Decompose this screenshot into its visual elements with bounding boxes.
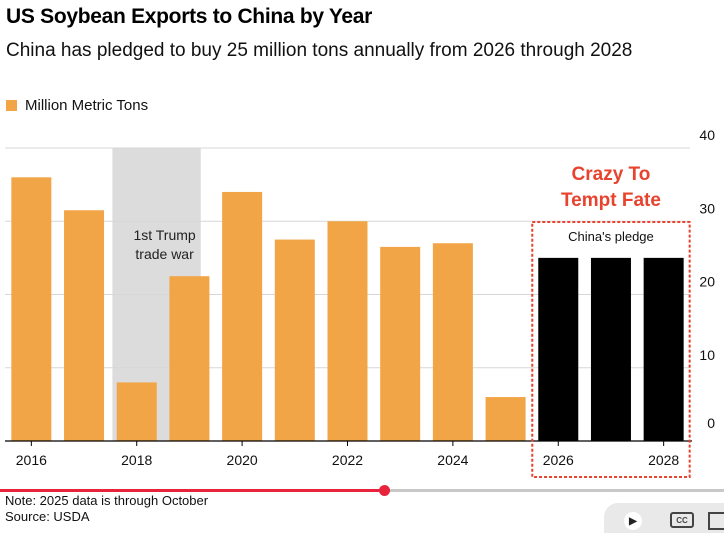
bar <box>64 210 105 441</box>
x-tick-label: 2020 <box>227 452 258 468</box>
x-tick-label: 2016 <box>16 452 47 468</box>
bar <box>485 397 526 441</box>
x-tick-label: 2028 <box>648 452 679 468</box>
x-tick-label: 2018 <box>121 452 152 468</box>
bar <box>169 276 210 441</box>
video-progress-fill <box>0 489 384 492</box>
bar <box>116 382 157 441</box>
bar <box>538 257 579 441</box>
fullscreen-icon[interactable] <box>708 512 724 530</box>
video-scrubber-handle[interactable] <box>378 485 390 496</box>
video-progress-bar[interactable] <box>0 485 724 496</box>
video-controls: ▶ CC <box>604 503 724 533</box>
chart-title: US Soybean Exports to China by Year <box>6 5 373 28</box>
bar-chart: 1st Trump trade war 0 10 20 30 40 2016 2018 2020 2… <box>5 127 715 478</box>
trade-war-label: trade war <box>135 246 194 262</box>
pledge-label: China's pledge <box>568 229 654 244</box>
bar <box>590 257 631 441</box>
bar <box>643 257 684 441</box>
bar <box>11 177 52 442</box>
callout-text: Crazy To <box>572 164 651 185</box>
legend-swatch <box>6 100 17 111</box>
pledge-highlight-box <box>531 221 691 478</box>
legend: Million Metric Tons <box>6 97 148 114</box>
bar <box>432 243 473 441</box>
y-tick-label: 40 <box>699 127 715 143</box>
y-tick-label: 20 <box>699 274 715 290</box>
chart-source: Source: USDA <box>5 509 90 524</box>
x-tick-label: 2022 <box>332 452 363 468</box>
y-tick-label: 0 <box>707 415 715 431</box>
legend-label: Million Metric Tons <box>25 97 149 114</box>
bar <box>274 239 315 441</box>
bar <box>380 246 421 441</box>
x-tick-label: 2024 <box>437 452 468 468</box>
y-tick-label: 30 <box>699 200 715 216</box>
trade-war-label: 1st Trump <box>133 227 195 243</box>
chart-note: Note: 2025 data is through October <box>5 493 209 508</box>
play-icon[interactable]: ▶ <box>624 512 642 530</box>
callout-text: Tempt Fate <box>561 190 661 211</box>
bar <box>327 221 368 441</box>
chart-subtitle: China has pledged to buy 25 million tons… <box>6 40 633 61</box>
closed-captions-icon[interactable]: CC <box>670 512 694 528</box>
y-tick-label: 10 <box>699 347 715 363</box>
bar <box>222 191 263 441</box>
x-tick-label: 2026 <box>543 452 574 468</box>
